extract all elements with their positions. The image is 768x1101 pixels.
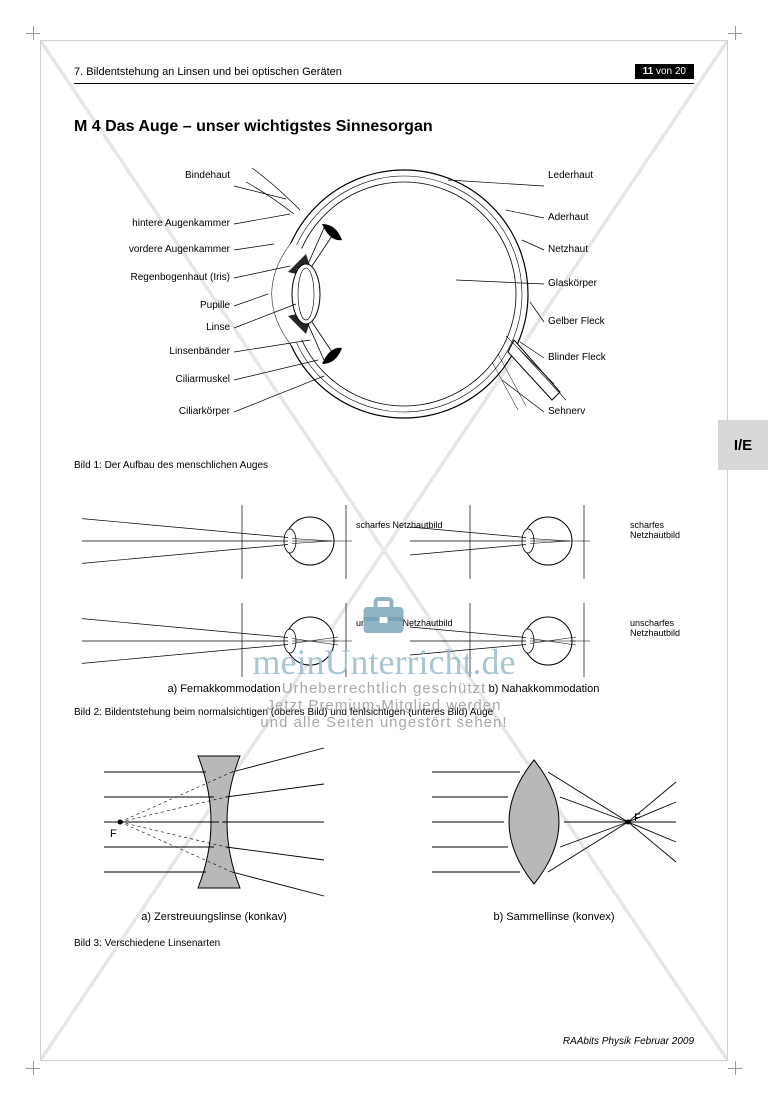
eye-label: Bindehaut [185,170,230,181]
eye-label: hintere Augenkammer [132,218,230,229]
crop-mark [728,1061,742,1075]
fig3-panel-convex: F b) Sammellinse (konvex) [414,742,694,932]
fig2-sub-b: b) Nahakkommodation [414,683,674,695]
crop-mark [26,26,40,40]
page-footer: RAAbits Physik Februar 2009 [563,1036,694,1047]
eye-label: Pupille [200,300,230,311]
eye-label: Linse [206,322,230,333]
eye-diagram-svg [74,154,694,454]
fig2-annot: unscharfes Netzhautbild [630,619,694,639]
fig2-sub-a: a) Fernakkommodation [74,683,374,695]
figure-3-caption: Bild 3: Verschiedene Linsenarten [74,938,694,949]
figure-3-lens-types: F a) Zerstreuungslinse (konkav) [74,742,694,932]
focal-label: F [634,812,641,824]
fig3-panel-concave: F a) Zerstreuungslinse (konkav) [74,742,354,932]
fig3-sub-a: a) Zerstreuungslinse (konkav) [74,911,354,923]
fig3-sub-b: b) Sammellinse (konvex) [414,911,694,923]
eye-label: Gelber Fleck [548,316,605,327]
side-tab: I/E [718,420,768,470]
eye-label: Netzhaut [548,244,588,255]
eye-label: Glaskörper [548,278,597,289]
figure-2-caption: Bild 2: Bildentstehung beim normalsichti… [74,707,694,718]
page-number: 11 [643,66,654,77]
eye-label: vordere Augenkammer [129,244,230,255]
eye-label: Ciliarmuskel [176,374,230,385]
eye-label: Ciliarkörper [179,406,230,417]
figure-1-eye-anatomy: Bindehaut hintere Augenkammer vordere Auge… [74,154,694,454]
section-title: M 4 Das Auge – unser wichtigstes Sinneso… [74,118,694,136]
page-content: 7. Bildentstehung an Linsen und bei opti… [74,64,694,949]
eye-label: Blinder Fleck [548,352,606,363]
eye-label: Aderhaut [548,212,589,223]
page-number-badge: 11 von 20 [635,64,694,79]
eye-label: Linsenbänder [169,346,230,357]
crop-mark [728,26,742,40]
page-of: von 20 [656,66,686,77]
fig2-annot: scharfes Netzhautbild [630,521,694,541]
figure-2-accommodation: scharfes Netzhautbild scharfes Netzhautb… [74,491,694,691]
eye-label: Sehnerv [548,406,585,417]
eye-label: Regenbogenhaut (Iris) [130,272,230,283]
fig2-annot: unscharfes Netzhautbild [356,619,453,629]
focal-label: F [110,828,117,840]
fig2-annot: scharfes Netzhautbild [356,521,443,531]
figure-1-caption: Bild 1: Der Aufbau des menschlichen Auge… [74,460,694,471]
eye-label: Lederhaut [548,170,593,181]
crop-mark [26,1061,40,1075]
page-header: 7. Bildentstehung an Linsen und bei opti… [74,64,694,84]
chapter-title: 7. Bildentstehung an Linsen und bei opti… [74,66,625,78]
